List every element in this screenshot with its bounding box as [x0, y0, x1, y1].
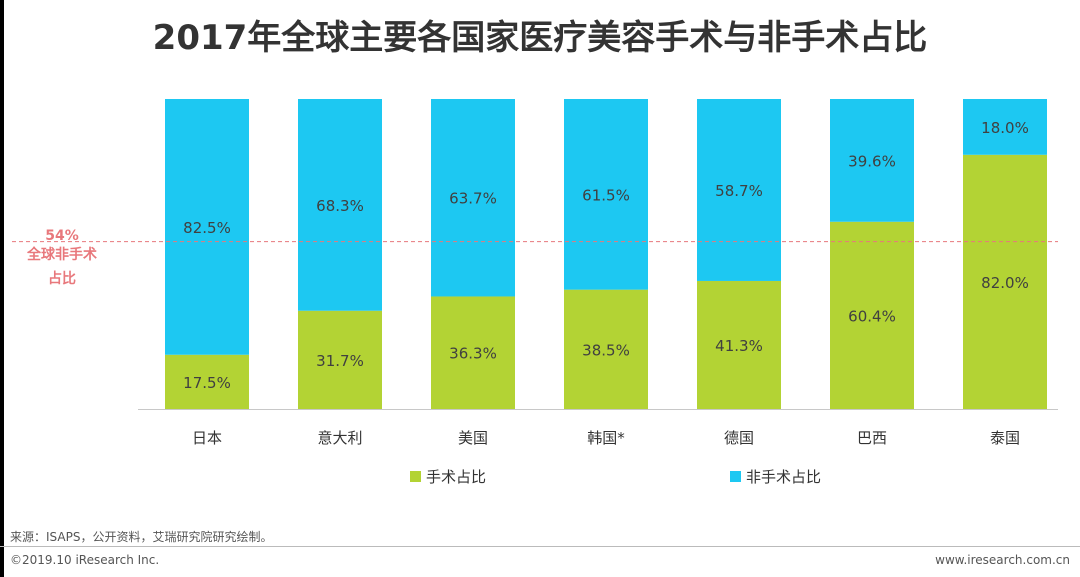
data-label: 18.0%	[981, 119, 1029, 137]
legend-swatch-surgical	[410, 471, 421, 482]
bar-nonsurgical	[298, 99, 382, 311]
x-tick-label: 德国	[724, 429, 754, 447]
data-label: 17.5%	[183, 374, 231, 392]
data-label: 36.3%	[449, 345, 497, 363]
bar-surgical	[963, 154, 1047, 409]
data-label: 41.3%	[715, 337, 763, 355]
reference-label-value: 54%	[45, 228, 79, 244]
bar-surgical	[431, 296, 515, 409]
x-tick-label: 泰国	[990, 429, 1020, 447]
data-label: 31.7%	[316, 352, 364, 370]
chart-title: 2017年全球主要各国家医疗美容手术与非手术占比	[152, 18, 928, 58]
x-tick-label: 美国	[458, 429, 488, 447]
bar-nonsurgical	[697, 99, 781, 281]
data-label: 61.5%	[582, 186, 630, 204]
copyright-text: ©2019.10 iResearch Inc.	[10, 553, 160, 567]
legend-swatch-nonsurgical	[730, 471, 741, 482]
bar-nonsurgical	[165, 99, 249, 355]
data-label: 82.5%	[183, 219, 231, 237]
reference-label-line1: 全球非手术	[26, 246, 97, 263]
bar-nonsurgical	[564, 99, 648, 290]
data-label: 60.4%	[848, 307, 896, 325]
legend-label-surgical: 手术占比	[426, 468, 486, 486]
bar-nonsurgical	[431, 99, 515, 297]
x-tick-label: 巴西	[857, 429, 887, 447]
bar-surgical	[165, 354, 249, 409]
data-label: 68.3%	[316, 197, 364, 215]
bar-surgical	[830, 221, 914, 409]
data-label: 39.6%	[848, 152, 896, 170]
data-label: 63.7%	[449, 190, 497, 208]
x-tick-label: 意大利	[317, 429, 362, 447]
data-label: 82.0%	[981, 274, 1029, 292]
data-label: 38.5%	[582, 341, 630, 359]
data-label: 58.7%	[715, 182, 763, 200]
bar-surgical	[697, 280, 781, 409]
left-edge-border	[0, 0, 4, 577]
website-url: www.iresearch.com.cn	[935, 553, 1070, 567]
bar-surgical	[564, 289, 648, 409]
bar-nonsurgical	[830, 99, 914, 222]
legend-label-nonsurgical: 非手术占比	[746, 468, 821, 486]
bar-surgical	[298, 310, 382, 409]
x-tick-label: 韩国*	[587, 429, 625, 447]
reference-label-line2: 占比	[48, 270, 76, 287]
x-tick-label: 日本	[192, 429, 222, 447]
footer-divider	[0, 546, 1080, 547]
bar-nonsurgical	[963, 99, 1047, 155]
source-note: 来源：ISAPS，公开资料，艾瑞研究院研究绘制。	[10, 530, 273, 544]
